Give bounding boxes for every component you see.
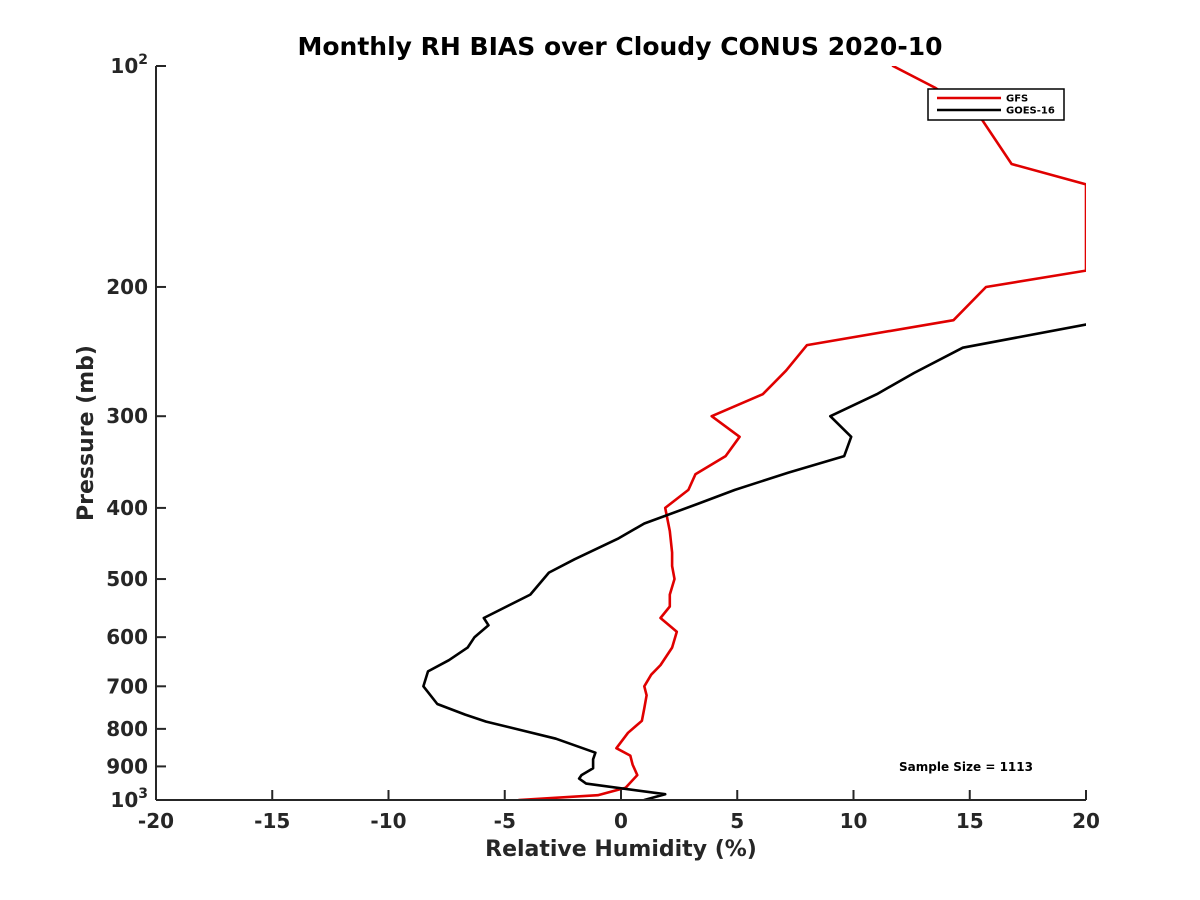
y-tick-label: 400	[106, 496, 148, 520]
x-tick-label: -15	[254, 809, 290, 833]
y-tick-label: 700	[106, 674, 148, 698]
y-axis-label: Pressure (mb)	[74, 345, 99, 521]
plot-area: -20 -15 -10 -5 0 5 10 15 20 102 200 300 400 500 600 70…	[106, 52, 1100, 833]
x-tick-label: 5	[730, 809, 744, 833]
y-tick-label: 600	[106, 625, 148, 649]
chart-title: Monthly RH BIAS over Cloudy CONUS 2020-1…	[298, 32, 943, 61]
sample-size-annotation: Sample Size = 1113	[899, 760, 1033, 774]
x-tick-label: -5	[494, 809, 516, 833]
y-tick-label: 102	[110, 52, 148, 78]
legend-label-goes16: GOES-16	[1006, 106, 1055, 117]
y-tick-label: 900	[106, 754, 148, 778]
legend-box	[927, 88, 1065, 121]
legend: GFS GOES-16	[927, 88, 1065, 121]
y-tick-label: 500	[106, 567, 148, 591]
x-tick-label: 10	[840, 809, 868, 833]
legend-label-gfs: GFS	[1006, 94, 1028, 105]
x-tick-label: -10	[370, 809, 406, 833]
x-tick-label: -20	[138, 809, 174, 833]
series-line-gfs	[517, 66, 1086, 800]
y-tick-label: 800	[106, 717, 148, 741]
y-tick-label: 200	[106, 275, 148, 299]
x-tick-label: 20	[1072, 809, 1100, 833]
y-tick-label: 103	[110, 786, 148, 812]
x-axis-label: Relative Humidity (%)	[485, 837, 757, 862]
x-tick-label: 15	[956, 809, 984, 833]
x-tick-label: 0	[614, 809, 628, 833]
y-tick-label: 300	[106, 404, 148, 428]
series-line-goes-16	[422, 323, 1086, 800]
